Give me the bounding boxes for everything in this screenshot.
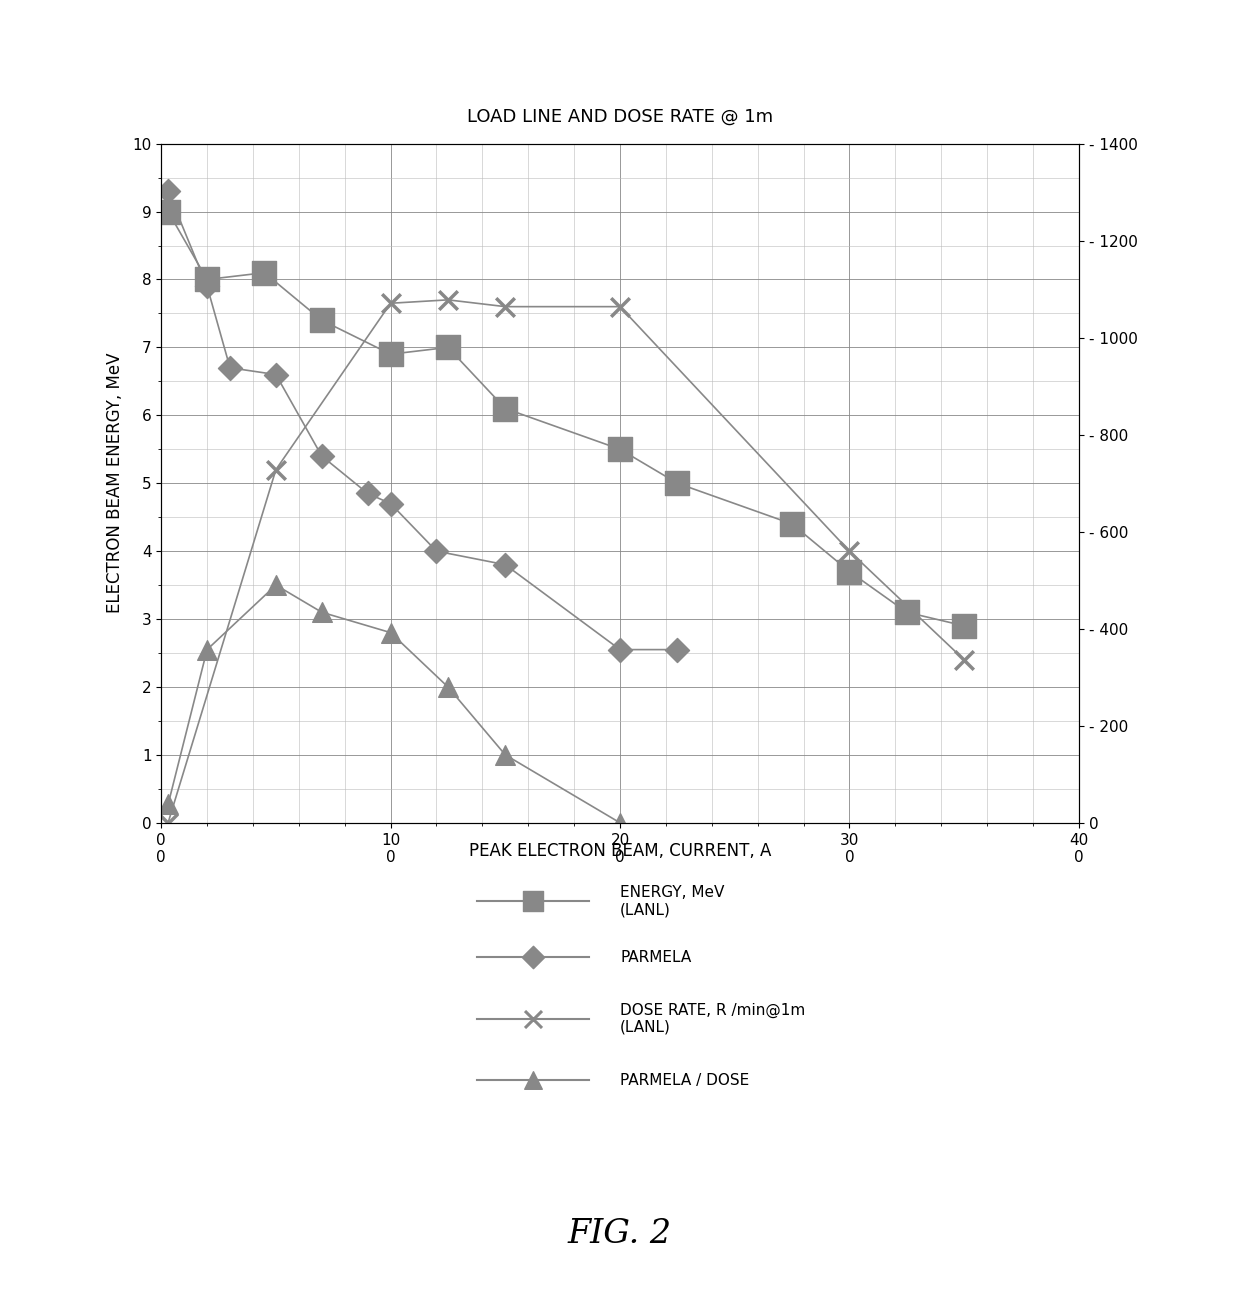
Point	[667, 473, 687, 494]
Point	[897, 602, 916, 623]
Point	[955, 615, 975, 636]
Point	[610, 296, 630, 317]
Point	[438, 290, 458, 311]
Point	[523, 1008, 543, 1029]
Point	[839, 562, 859, 582]
Text: DOSE RATE, R /min@1m
(LANL): DOSE RATE, R /min@1m (LANL)	[620, 1003, 805, 1034]
Point	[523, 947, 543, 968]
Point	[955, 649, 975, 670]
Point	[221, 358, 241, 379]
Point	[357, 483, 377, 504]
Point	[610, 812, 630, 833]
Text: PARMELA: PARMELA	[620, 949, 691, 965]
Title: LOAD LINE AND DOSE RATE @ 1m: LOAD LINE AND DOSE RATE @ 1m	[467, 107, 773, 125]
Text: PARMELA / DOSE: PARMELA / DOSE	[620, 1072, 749, 1088]
Point	[495, 744, 516, 765]
Point	[265, 460, 285, 481]
Point	[159, 180, 179, 201]
Point	[381, 293, 401, 313]
Point	[159, 794, 179, 815]
Point	[159, 812, 179, 833]
Point	[265, 364, 285, 385]
Point	[311, 445, 331, 466]
Point	[381, 343, 401, 364]
Text: FIG. 2: FIG. 2	[568, 1218, 672, 1250]
Point	[381, 494, 401, 515]
Text: ENERGY, MeV
(LANL): ENERGY, MeV (LANL)	[620, 885, 724, 917]
Point	[495, 296, 516, 317]
Point	[427, 541, 446, 562]
Point	[495, 554, 516, 575]
Point	[197, 276, 217, 296]
Text: PEAK ELECTRON BEAM, CURRENT, A: PEAK ELECTRON BEAM, CURRENT, A	[469, 842, 771, 861]
Point	[667, 639, 687, 660]
Point	[159, 201, 179, 222]
Point	[311, 602, 331, 623]
Point	[381, 622, 401, 643]
Point	[265, 575, 285, 596]
Y-axis label: ELECTRON BEAM ENERGY, MeV: ELECTRON BEAM ENERGY, MeV	[105, 353, 124, 614]
Point	[523, 891, 543, 912]
Point	[610, 439, 630, 460]
Point	[254, 263, 274, 283]
Point	[610, 639, 630, 660]
Point	[839, 541, 859, 562]
Point	[782, 513, 802, 534]
Point	[438, 337, 458, 358]
Point	[438, 677, 458, 697]
Point	[197, 269, 217, 290]
Point	[523, 1070, 543, 1091]
Point	[495, 398, 516, 419]
Point	[197, 639, 217, 660]
Point	[311, 310, 331, 330]
